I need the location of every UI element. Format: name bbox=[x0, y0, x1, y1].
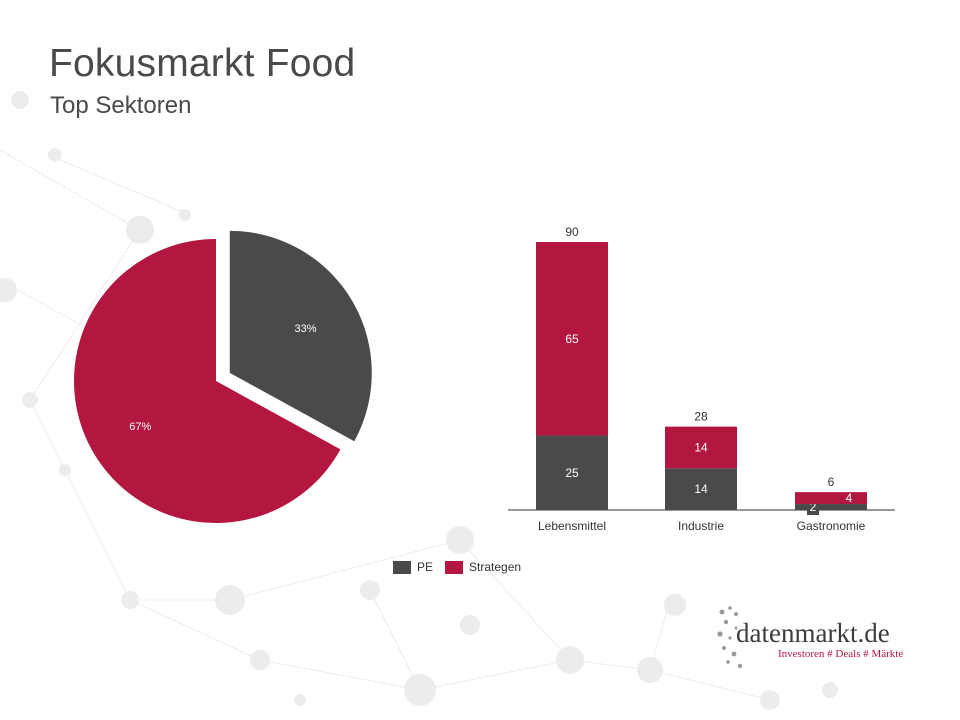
legend-item-pe: PE bbox=[393, 560, 433, 574]
bar-value-lebensmittel-strategen: 65 bbox=[565, 332, 579, 346]
legend-swatch-pe bbox=[393, 560, 411, 574]
legend-item-strategen: Strategen bbox=[445, 560, 521, 574]
bar-lebensmittel-strategen bbox=[536, 242, 608, 436]
legend-swatch-strategen bbox=[445, 560, 464, 574]
legend-label-pe: PE bbox=[417, 560, 434, 574]
bar-total-industrie: 28 bbox=[694, 410, 708, 424]
pie-label-strategen: 67% bbox=[129, 421, 151, 433]
bar-value-industrie-strategen: 14 bbox=[694, 440, 708, 454]
bar-gastronomie-pe bbox=[795, 504, 867, 510]
bar-industrie-strategen bbox=[665, 426, 737, 469]
pie-slice-pe bbox=[229, 230, 372, 442]
bar-value-gastronomie-strategen: 4 bbox=[846, 491, 853, 505]
bar-total-gastronomie: 6 bbox=[828, 475, 835, 489]
bar-label-bg-gastronomie-pe bbox=[807, 501, 819, 516]
logo-name: datenmarkt.de bbox=[736, 618, 890, 648]
x-tick-gastronomie: Gastronomie bbox=[797, 519, 866, 533]
bar-lebensmittel-pe bbox=[536, 435, 608, 510]
x-tick-industrie: Industrie bbox=[678, 519, 724, 533]
datenmarkt-logo: datenmarkt.de Investoren # Deals # Märkt… bbox=[716, 604, 926, 674]
logo-dots-icon bbox=[717, 606, 743, 669]
bar-gastronomie-strategen bbox=[795, 492, 867, 505]
logo-tagline: Investoren # Deals # Märkte bbox=[778, 648, 904, 660]
chart-legend: PE Strategen bbox=[393, 560, 533, 574]
legend-label-strategen: Strategen bbox=[469, 560, 522, 574]
bar-industrie-pe bbox=[665, 468, 737, 510]
bar-value-industrie-pe: 14 bbox=[694, 482, 708, 496]
page-subtitle: Top Sektoren bbox=[50, 92, 192, 119]
x-tick-lebensmittel: Lebensmittel bbox=[538, 519, 606, 533]
bar-value-gastronomie-pe: 2 bbox=[810, 500, 817, 514]
pie-label-pe: 33% bbox=[295, 323, 317, 335]
pie-slice-strategen bbox=[73, 239, 341, 524]
bar-total-lebensmittel: 90 bbox=[565, 225, 579, 239]
page-title: Fokusmarkt Food bbox=[49, 42, 356, 85]
bar-value-lebensmittel-pe: 25 bbox=[565, 466, 579, 480]
